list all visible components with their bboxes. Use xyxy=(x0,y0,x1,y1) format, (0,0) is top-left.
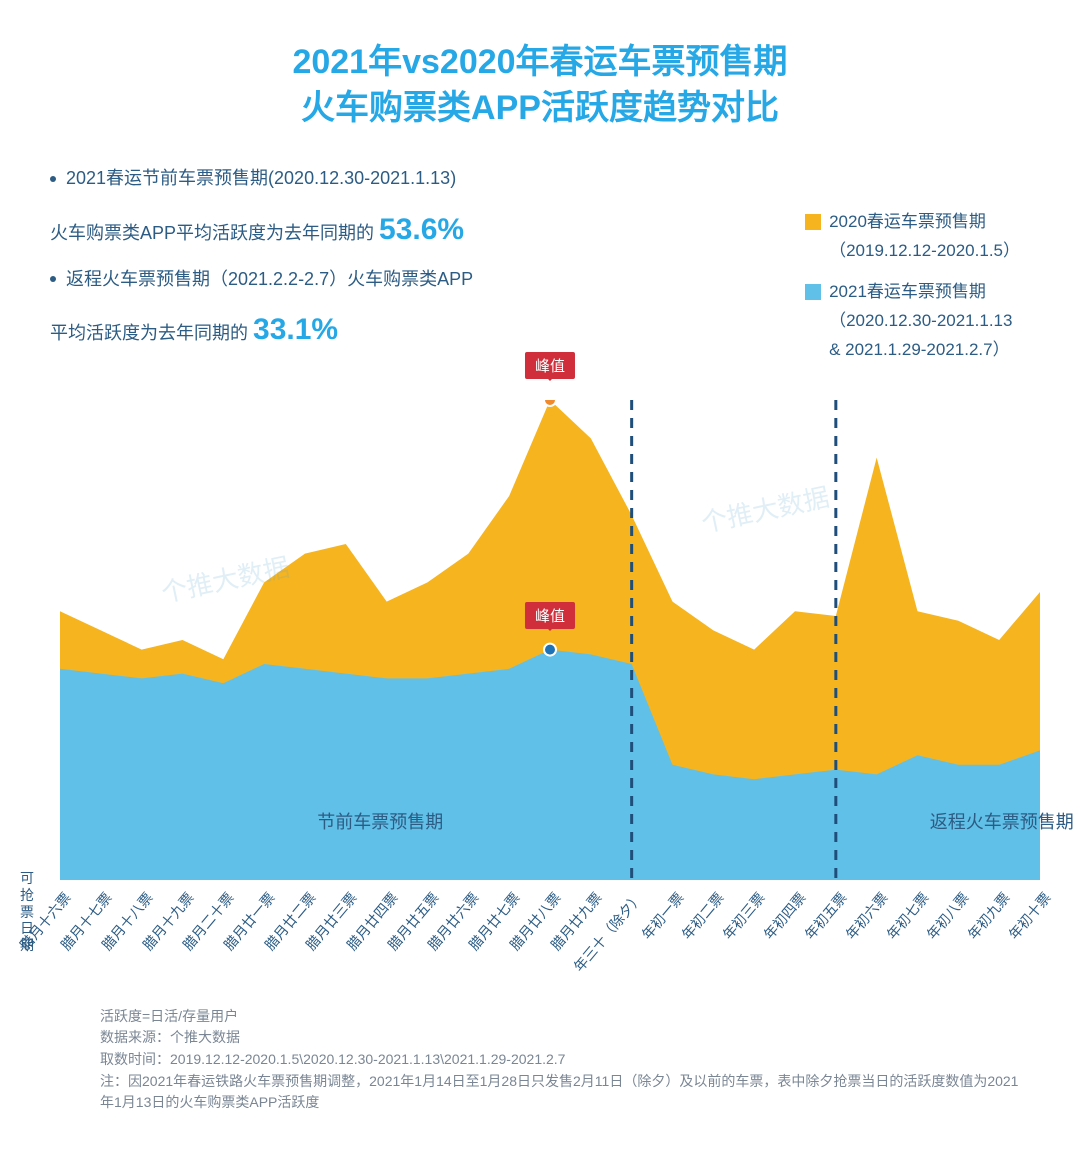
bullet2-line2: 平均活跃度为去年同期的 xyxy=(50,323,248,343)
peak-badge-2021: 峰值 xyxy=(525,602,575,629)
x-tick-label: 年初七票 xyxy=(882,888,933,944)
note-l1: 活跃度=日活/存量用户 xyxy=(100,1006,1020,1028)
chart-area xyxy=(60,400,1040,880)
title-line2: 火车购票类APP活跃度趋势对比 xyxy=(50,86,1030,132)
x-tick-label: 年初二票 xyxy=(677,888,728,944)
bullet2: 返程火车票预售期（2021.2.2-2.7）火车购票类APP xyxy=(66,261,473,299)
bullet1: 2021春运节前车票预售期(2020.12.30-2021.1.13) xyxy=(66,160,456,198)
x-axis-labels: 腊月十六票腊月十七票腊月十八票腊月十九票腊月二十票腊月廿一票腊月廿二票腊月廿三票… xyxy=(60,880,1040,990)
legend-2021-l3: & 2021.1.29-2021.2.7） xyxy=(829,336,1012,365)
x-tick-label: 年初六票 xyxy=(841,888,892,944)
note-l3: 取数时间：2019.12.12-2020.1.5\2020.12.30-2021… xyxy=(100,1049,1020,1071)
note-l2: 数据来源：个推大数据 xyxy=(100,1027,1020,1049)
bullet-dot xyxy=(50,176,56,182)
stat1: 53.6% xyxy=(379,213,464,246)
stat2: 33.1% xyxy=(253,313,338,346)
x-tick-label: 年初五票 xyxy=(800,888,851,944)
legend-swatch-2020 xyxy=(805,214,821,230)
note-l4: 注：因2021年春运铁路火车票预售期调整，2021年1月14日至1月28日只发售… xyxy=(100,1071,1020,1114)
legend-2020-l1: 2020春运车票预售期 xyxy=(829,208,1020,237)
legend-2020-l2: （2019.12.12-2020.1.5） xyxy=(829,237,1020,266)
x-tick-label: 年初一票 xyxy=(637,888,688,944)
legend-2021-l2: （2020.12.30-2021.1.13 xyxy=(829,307,1012,336)
legend-swatch-2021 xyxy=(805,284,821,300)
bullet1-line2: 火车购票类APP平均活跃度为去年同期的 xyxy=(50,223,374,243)
region-label-return: 返程火车票预售期 xyxy=(930,808,1074,834)
legend: 2020春运车票预售期 （2019.12.12-2020.1.5） 2021春运… xyxy=(805,208,1020,376)
x-tick-label: 年初八票 xyxy=(922,888,973,944)
x-tick-label: 年初四票 xyxy=(759,888,810,944)
peak-badge-2020: 峰值 xyxy=(525,352,575,379)
region-label-presale: 节前车票预售期 xyxy=(317,808,443,834)
bullet-dot xyxy=(50,276,56,282)
title-line1: 2021年vs2020年春运车票预售期 xyxy=(50,40,1030,86)
x-tick-label: 年初三票 xyxy=(718,888,769,944)
legend-2021-l1: 2021春运车票预售期 xyxy=(829,278,1012,307)
chart-title: 2021年vs2020年春运车票预售期 火车购票类APP活跃度趋势对比 xyxy=(50,40,1030,132)
x-tick-label: 年初九票 xyxy=(963,888,1014,944)
area-chart-svg xyxy=(60,400,1040,880)
x-tick-label: 年初十票 xyxy=(1004,888,1055,944)
footnotes: 活跃度=日活/存量用户 数据来源：个推大数据 取数时间：2019.12.12-2… xyxy=(100,1006,1020,1114)
